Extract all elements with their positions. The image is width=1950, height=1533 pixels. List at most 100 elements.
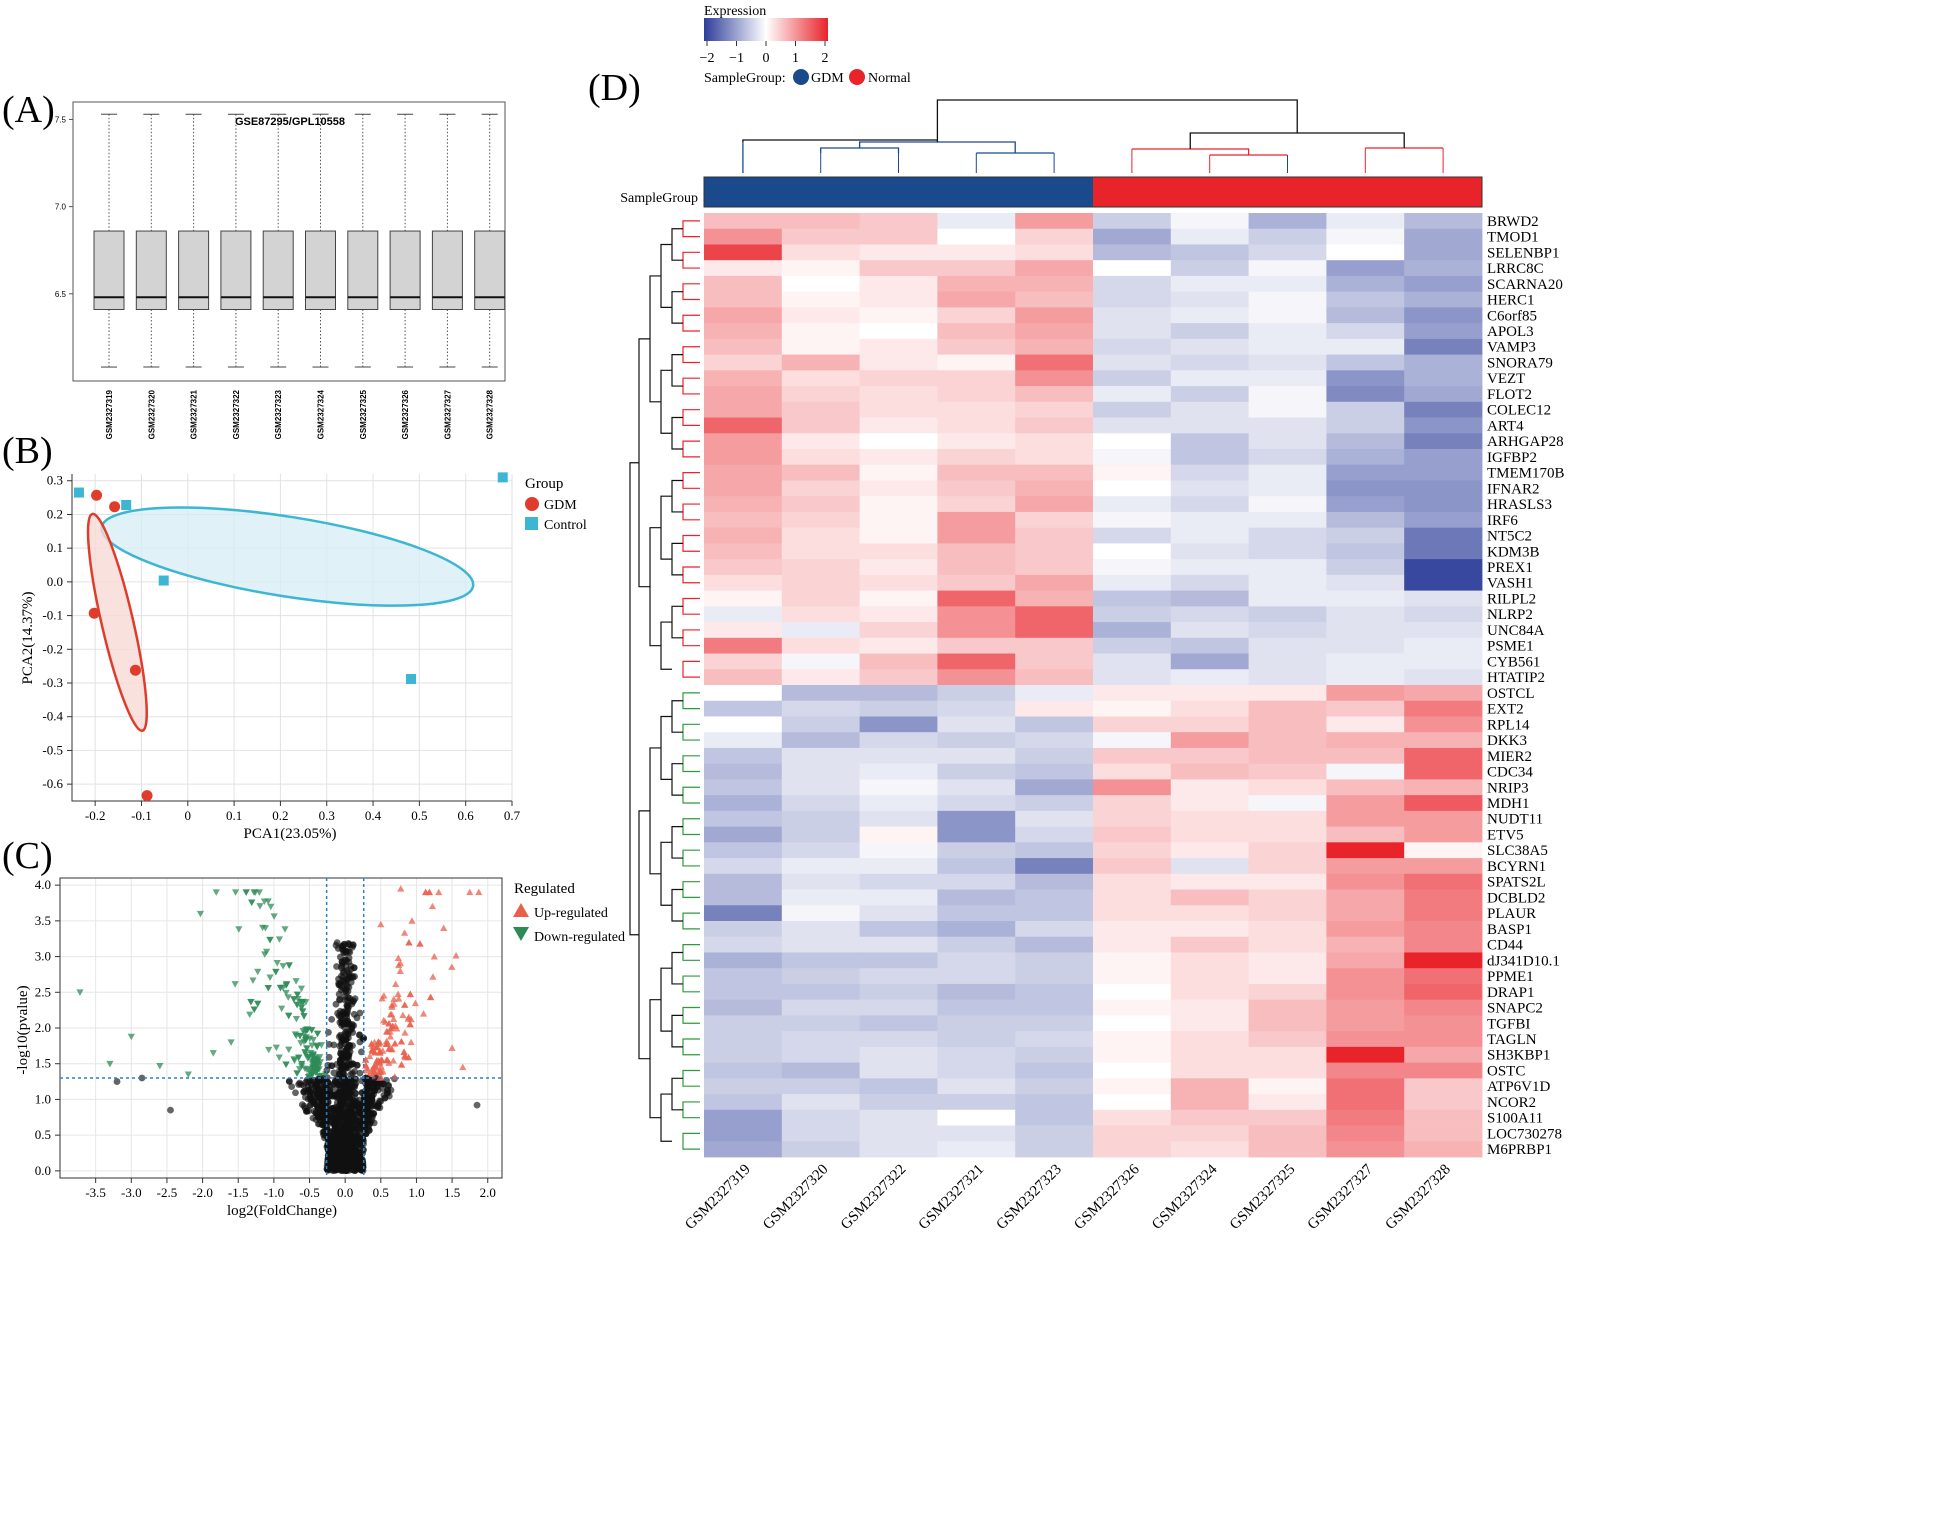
row-dendrogram-link (682, 1069, 700, 1087)
heatmap-cell (1170, 417, 1249, 434)
volcano-point-down (311, 1056, 319, 1063)
volcano-point-down (231, 889, 240, 896)
boxplot-x-label: GSM2327319 (105, 389, 114, 439)
volcano-point-down (301, 1049, 309, 1056)
heatmap-cell (1326, 559, 1405, 576)
volcano-point-up (399, 1011, 407, 1019)
row-dendrogram-link (682, 943, 700, 961)
heatmap-cell (859, 1094, 938, 1111)
heatmap-cell (1093, 244, 1172, 261)
row-label: CD44 (1487, 938, 1523, 954)
heatmap-cell (1404, 543, 1483, 560)
heatmap-cell (1170, 905, 1249, 922)
heatmap-cell (1093, 464, 1172, 481)
heatmap-cell (704, 543, 783, 560)
row-dendrogram-link (682, 346, 700, 364)
volcano-y-tick-label: 3.5 (35, 913, 51, 928)
pca-y-tick-label: -0.2 (42, 641, 63, 656)
heatmap-cell (859, 685, 938, 702)
heatmap-cell (859, 700, 938, 717)
boxplot-y-tick-label: 7.5 (55, 115, 67, 124)
row-dendrogram-link (671, 291, 683, 324)
heatmap-cell (704, 590, 783, 607)
heatmap-cell (1093, 685, 1172, 702)
heatmap-cell (1248, 622, 1327, 639)
volcano-point-down (270, 913, 278, 920)
heatmap-cell (1015, 354, 1094, 371)
volcano-point-ns (300, 1088, 308, 1096)
heatmap-cell (1015, 1125, 1094, 1142)
heatmap-cell (1404, 464, 1483, 481)
heatmap-cell (1248, 260, 1327, 277)
heatmap-cell (781, 1125, 860, 1142)
volcano-point-down (308, 1071, 316, 1079)
heatmap-cell (1404, 433, 1483, 450)
sample-group-annotation-label: SampleGroup (620, 191, 698, 206)
volcano-point-up (386, 1028, 394, 1035)
heatmap-cell (1248, 354, 1327, 371)
sample-group-cell-normal (1404, 177, 1483, 207)
heatmap-cell (937, 354, 1016, 371)
heatmap-cell (1015, 527, 1094, 544)
heatmap-cell (1404, 810, 1483, 827)
heatmap-cell (704, 873, 783, 890)
heatmap-cell (937, 275, 1016, 293)
volcano-point-up (391, 1040, 399, 1047)
heatmap-cell (1015, 559, 1094, 576)
row-label: TMOD1 (1487, 230, 1539, 246)
heatmap-cell (1404, 307, 1483, 324)
expression-legend: Expression −2 −1 0 1 2 SampleGroup: GDM Norm… (700, 4, 911, 86)
volcano-point-down (212, 889, 220, 896)
heatmap-cell (781, 559, 860, 576)
volcano-point-up (405, 939, 413, 946)
volcano-point-ns (346, 1137, 354, 1145)
volcano-point-ns (337, 1060, 345, 1068)
heatmap-cell (1326, 543, 1405, 560)
heatmap-cell (704, 763, 783, 780)
volcano-point-up (395, 995, 403, 1002)
heatmap-cell (1404, 480, 1483, 497)
volcano-point-ns (331, 1139, 339, 1146)
column-label: GSM2327327 (1305, 1161, 1377, 1233)
heatmap-cell (1015, 700, 1094, 717)
heatmap-cell (1404, 952, 1483, 969)
sample-group-cell-gdm (937, 177, 1016, 207)
heatmap-cell (937, 936, 1016, 953)
volcano-point-ns (339, 1106, 347, 1114)
legend-gdm-marker (525, 497, 539, 511)
heatmap-cell (859, 1031, 938, 1048)
volcano-point-down (293, 1001, 301, 1009)
heatmap-cell (1170, 716, 1249, 733)
heatmap-cell (1248, 417, 1327, 434)
heatmap-cell (1170, 968, 1249, 985)
heatmap-cell (704, 810, 783, 827)
volcano-point-up (366, 1052, 374, 1060)
volcano-point-down (209, 1050, 217, 1057)
heatmap-cell (1170, 637, 1249, 654)
heatmap-cell (1093, 417, 1172, 434)
pca-point-gdm (129, 664, 141, 676)
heatmap-cell (1404, 873, 1483, 890)
volcano-legend-title: Regulated (514, 881, 575, 897)
heatmap-cell (937, 590, 1016, 607)
volcano-x-tick-label: 1.5 (444, 1185, 460, 1200)
heatmap-cell (704, 244, 783, 261)
volcano-point-down (304, 1054, 313, 1061)
heatmap-cell (1248, 370, 1327, 387)
volcano-point-down (106, 1060, 114, 1068)
heatmap-cell (937, 637, 1016, 654)
volcano-point-down (254, 968, 262, 976)
heatmap-cell (937, 795, 1016, 812)
heatmap-row-labels: BRWD2TMOD1SELENBP1LRRC8CSCARNA20HERC1C6o… (1487, 214, 1565, 1158)
volcano-point-ns (306, 1101, 314, 1109)
sample-group-legend-label: SampleGroup: (704, 71, 786, 86)
heatmap-cell (859, 1078, 938, 1095)
heatmap-cell (1404, 905, 1483, 922)
heatmap-cell (1015, 1078, 1094, 1095)
volcano-point-up (419, 1010, 428, 1017)
volcano-x-tick-label: -1.5 (228, 1185, 249, 1200)
row-label: FLOT2 (1487, 387, 1532, 403)
heatmap-cell (937, 858, 1016, 875)
row-dendrogram-link (660, 1093, 672, 1142)
heatmap-cell (1015, 228, 1094, 245)
